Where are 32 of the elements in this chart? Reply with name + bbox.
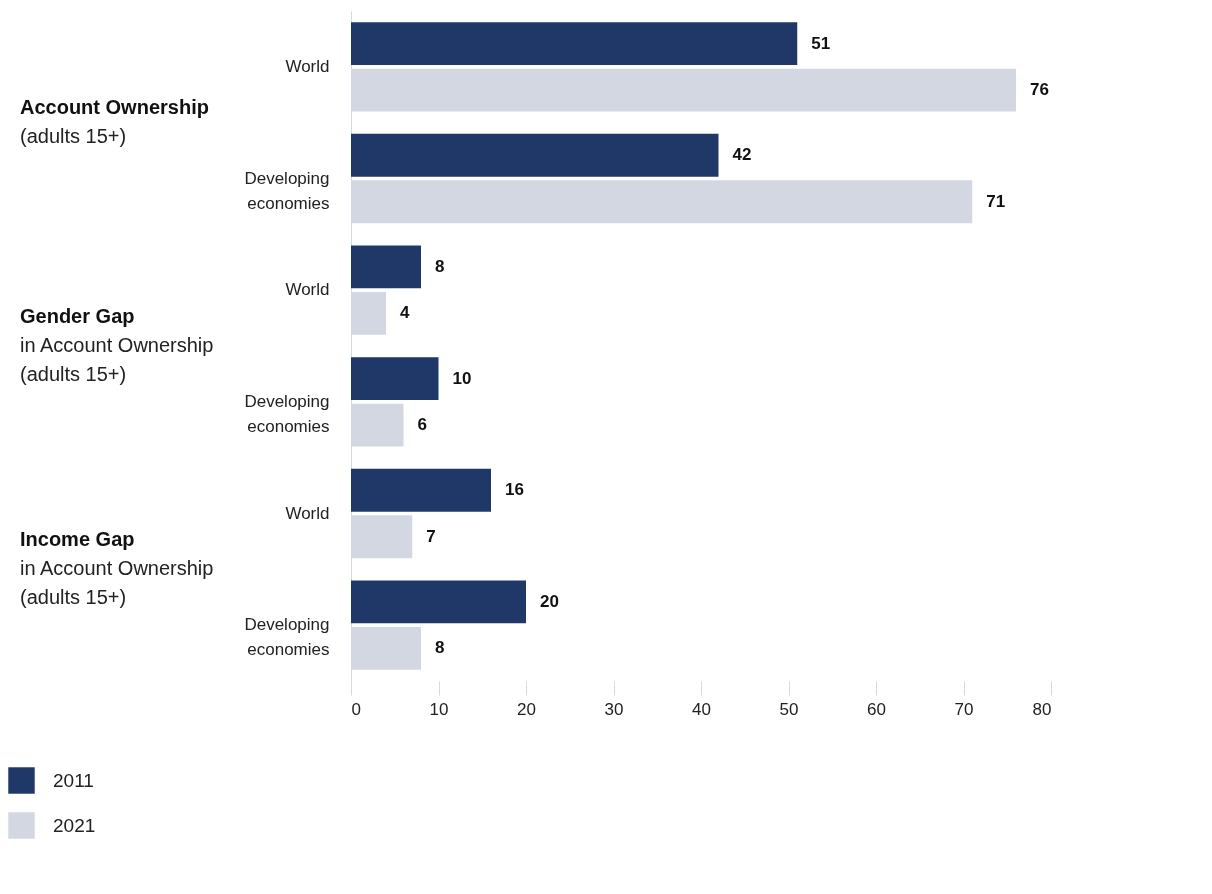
y-tick-label: Developing economies [244, 615, 330, 660]
data-label: 42 [732, 145, 752, 165]
x-tick-label: 80 [1032, 699, 1052, 719]
legend-label: 2011 [53, 769, 94, 791]
legend-label: 2021 [53, 814, 96, 836]
y-tick-label: Developing economies [244, 168, 330, 213]
data-label: 8 [435, 638, 445, 658]
text: Income Gap in Account Ownership (adults 15+) [20, 528, 214, 609]
y-tick-label: World [285, 503, 330, 523]
data-label: 76 [1030, 80, 1049, 100]
x-tick-label: 50 [779, 699, 799, 719]
x-tick-label: 10 [429, 699, 449, 719]
y-tick-label: World [285, 56, 330, 76]
y-tick-label: Developing economies [244, 391, 330, 436]
data-label: 8 [435, 256, 445, 276]
data-label: 16 [505, 480, 524, 500]
x-tick-label: 0 [351, 699, 361, 719]
x-tick-label: 40 [692, 699, 711, 719]
text: Account Ownership (adults 15+) [20, 96, 209, 148]
text: Gender Gap in Account Ownership (adults 15+) [20, 304, 214, 386]
data-label: 20 [540, 591, 559, 611]
x-tick-label: 60 [867, 699, 886, 719]
x-tick-label: 20 [517, 699, 536, 719]
data-label: 7 [426, 526, 436, 546]
y-tick-label: World [285, 280, 330, 300]
data-label: 10 [452, 368, 472, 388]
data-label: 6 [417, 415, 427, 435]
data-label: 4 [400, 303, 410, 323]
data-label: 71 [986, 191, 1006, 211]
data-label: 51 [811, 33, 831, 53]
x-tick-label: 70 [954, 699, 974, 719]
x-tick-label: 30 [604, 699, 624, 719]
